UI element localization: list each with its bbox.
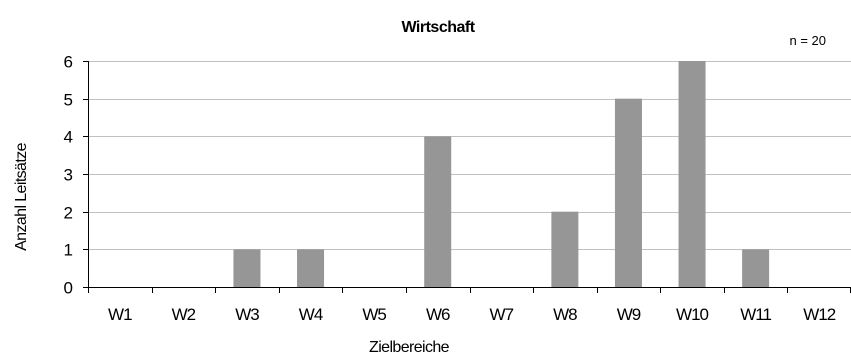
- axes: [83, 61, 851, 293]
- bar-W8: [551, 211, 579, 287]
- bar-W9: [614, 98, 642, 288]
- bar-W10: [678, 61, 706, 287]
- x-tick-label-W1: W1: [108, 305, 132, 324]
- y-tick-label-4: 4: [64, 128, 73, 147]
- x-axis-label: Zielbereiche: [369, 339, 450, 356]
- x-tick-label-W7: W7: [490, 305, 514, 324]
- x-tick-label-W2: W2: [172, 305, 196, 324]
- y-tick-label-2: 2: [64, 204, 73, 223]
- y-tick-label-6: 6: [64, 53, 73, 72]
- x-tick-label-W6: W6: [426, 305, 450, 324]
- y-axis-label: Anzahl Leitsätze: [13, 142, 30, 251]
- bars: [233, 61, 770, 288]
- y-tick-label-1: 1: [64, 241, 73, 260]
- x-tick-label-W5: W5: [362, 305, 386, 324]
- y-tick-label-0: 0: [64, 279, 73, 298]
- gridlines: [88, 61, 851, 250]
- x-tick-label-W8: W8: [553, 305, 577, 324]
- x-tick-labels: W1 W2 W3 W4 W5 W6 W7 W8 W9 W10 W11 W12: [108, 305, 837, 324]
- x-tick-label-W10: W10: [676, 305, 709, 324]
- y-tick-label-5: 5: [64, 91, 73, 110]
- y-tick-label-3: 3: [64, 166, 73, 185]
- y-tick-labels: 0 1 2 3 4 5 6: [64, 53, 73, 298]
- bar-W3: [233, 249, 261, 287]
- bar-W4: [297, 249, 325, 287]
- x-tick-label-W11: W11: [740, 305, 771, 324]
- x-tick-label-W3: W3: [235, 305, 259, 324]
- bar-W6: [424, 136, 452, 287]
- x-tick-label-W12: W12: [803, 305, 836, 324]
- bar-W11: [742, 249, 770, 287]
- chart-title: Wirtschaft: [401, 19, 475, 36]
- x-tick-label-W9: W9: [617, 305, 641, 324]
- x-tick-label-W4: W4: [299, 305, 323, 324]
- sample-size-note: n = 20: [789, 33, 826, 48]
